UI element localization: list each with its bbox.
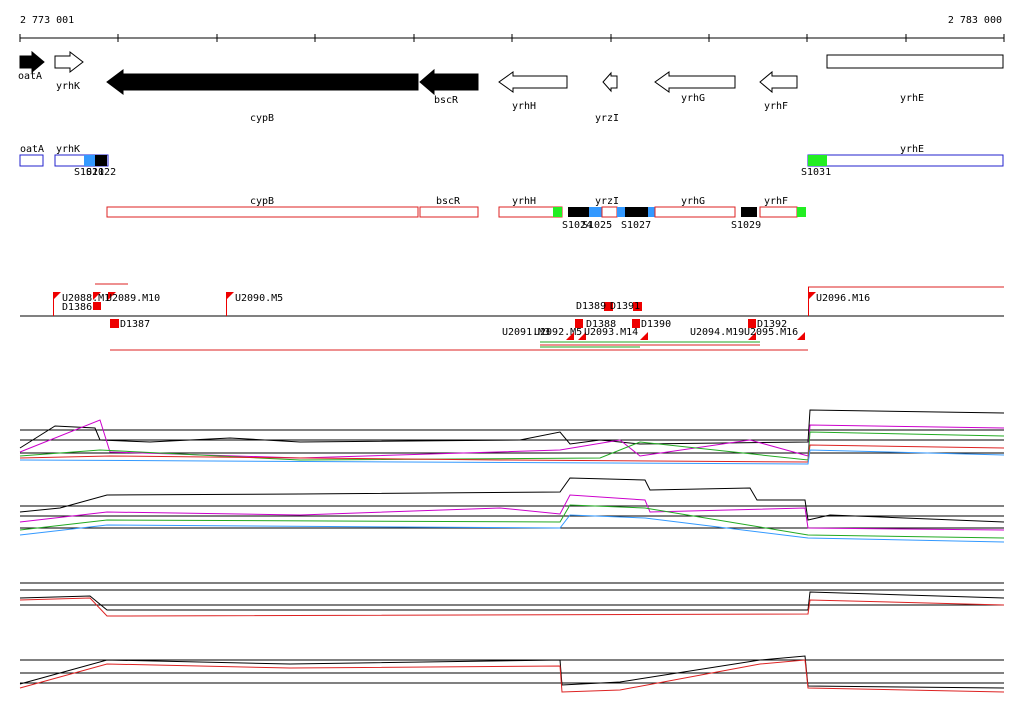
ruler — [19, 34, 1005, 42]
site-label: S1021 — [74, 167, 104, 178]
segment-label: U2094.M19 — [690, 327, 744, 338]
gene-label: yrhH — [512, 101, 536, 112]
operon-label: cypB — [250, 196, 274, 207]
segment-label: U2091.M3 — [502, 327, 550, 338]
segment-label: U2090.M5 — [235, 293, 283, 304]
gene-label: yrhF — [764, 101, 788, 112]
segment-label: U2088.M1 — [62, 293, 110, 304]
segment-label: D1386 — [62, 302, 92, 313]
segment-label: D1387 — [120, 319, 150, 330]
gene-label: yrhG — [681, 93, 705, 104]
operon-label: bscR — [436, 196, 461, 207]
segment-label: D1389 — [576, 301, 606, 312]
segment-label: U2095.M16 — [744, 327, 798, 338]
gene-label: cypB — [250, 113, 274, 124]
ruler-end: 2 783 000 — [948, 15, 1002, 26]
expression-panels — [19, 409, 1005, 693]
segment-label: U2089.M10 — [106, 293, 160, 304]
segment-label: D1390 — [641, 319, 671, 330]
gene-arrows — [19, 50, 1004, 96]
operon-label: oatA — [20, 144, 44, 155]
gene-label: yrhK — [56, 81, 80, 92]
segment-flags — [53, 287, 816, 340]
operon-label: yrhH — [512, 196, 536, 207]
site-label: S1027 — [621, 220, 651, 231]
segment-label: U2093.M14 — [584, 327, 638, 338]
operon-label: yrzI — [595, 196, 619, 207]
operon-label: yrhE — [900, 144, 924, 155]
segment-track — [20, 283, 1004, 351]
segment-label: D1388 — [586, 319, 616, 330]
operon-label: yrhG — [681, 196, 705, 207]
gene-label: yrhE — [900, 93, 924, 104]
site-label: S1029 — [731, 220, 761, 231]
ruler-start: 2 773 001 — [20, 15, 74, 26]
operon-label: yrhF — [764, 196, 788, 207]
segment-label: D1392 — [757, 319, 787, 330]
operons-bottom — [106, 206, 806, 218]
segment-label: D1391 — [610, 301, 640, 312]
operon-label: yrhK — [56, 144, 80, 155]
operons-top — [19, 154, 1004, 167]
gene-label: oatA — [18, 71, 42, 82]
segment-label: U2096.M16 — [816, 293, 870, 304]
gene-label: yrzI — [595, 113, 619, 124]
site-label: S1024 — [562, 220, 592, 231]
site-label: S1022 — [86, 167, 116, 178]
gene-label: bscR — [434, 95, 459, 106]
site-label: S1025 — [582, 220, 612, 231]
site-label: S1031 — [801, 167, 831, 178]
segment-label: U2092.M5 — [534, 327, 582, 338]
